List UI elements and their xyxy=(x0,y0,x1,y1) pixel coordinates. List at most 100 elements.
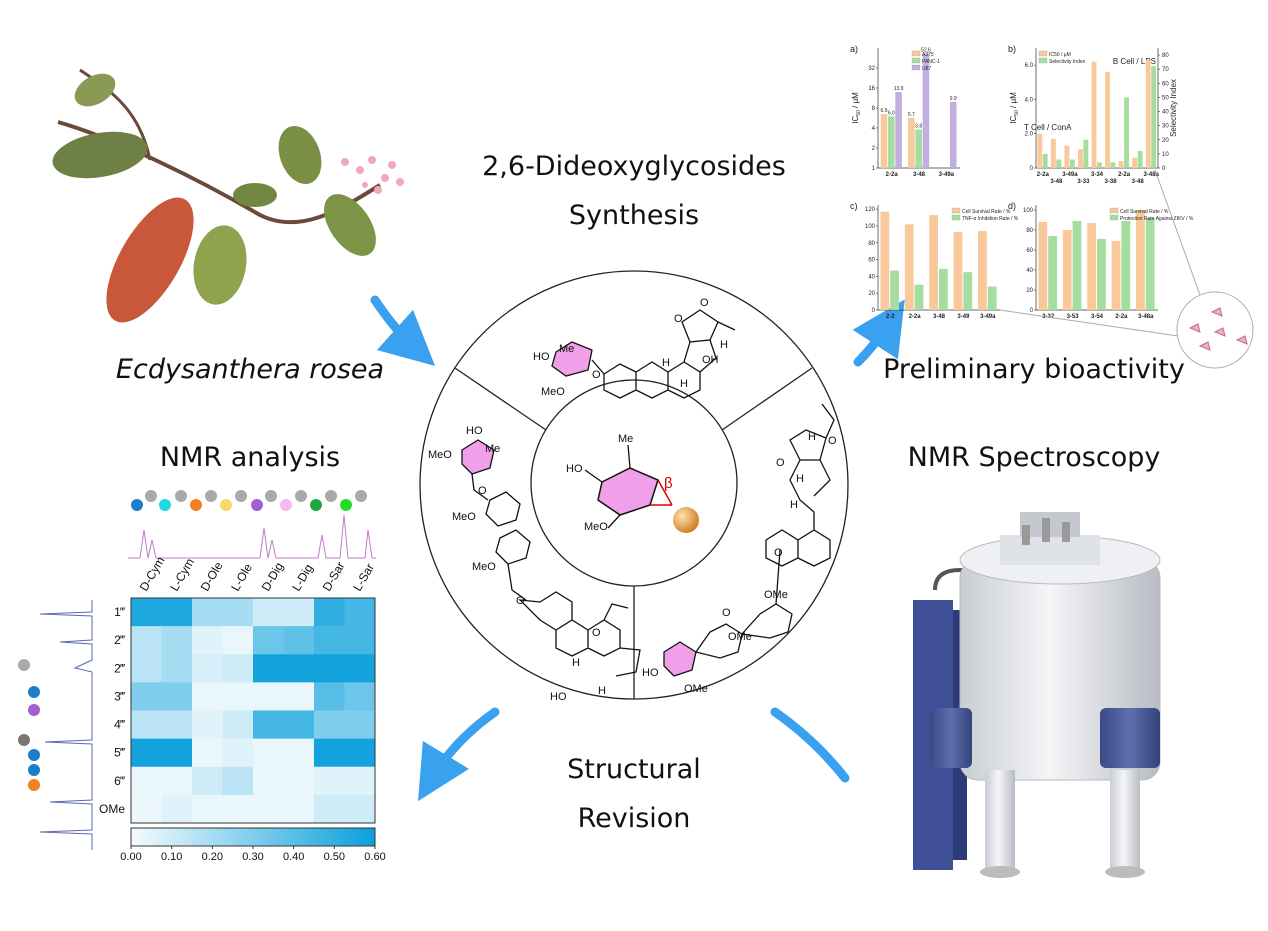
column-label: D-Dig xyxy=(259,560,286,594)
atom-label: MeO xyxy=(584,521,608,533)
heatmap-cell xyxy=(253,682,284,711)
colorbar-step xyxy=(273,828,278,846)
heatmap-cell xyxy=(344,654,376,683)
atom-label: O xyxy=(516,595,525,607)
atom-label: OMe xyxy=(764,589,788,601)
row-label: OMe xyxy=(99,802,125,816)
heatmap-cell xyxy=(161,654,193,683)
legend-swatch xyxy=(911,57,921,64)
colorbar-step xyxy=(224,828,230,846)
x-tick-label: 3-54 xyxy=(1091,314,1104,320)
y2-tick-label: 70 xyxy=(1162,67,1169,73)
colorbar-step xyxy=(370,828,376,846)
heatmap-cell xyxy=(314,738,345,768)
bar xyxy=(1048,236,1057,310)
bar xyxy=(1083,139,1089,168)
colorbar-step xyxy=(253,828,258,846)
y-tick-label: 8 xyxy=(872,106,876,112)
colorbar-step xyxy=(167,828,173,846)
colorbar-step xyxy=(334,828,339,846)
annotation: T Cell / ConA xyxy=(1024,123,1072,132)
colorbar-step xyxy=(358,828,364,846)
bar xyxy=(1124,97,1129,168)
legend-swatch xyxy=(1109,214,1119,221)
colorbar-step xyxy=(277,828,282,846)
bar xyxy=(880,113,888,168)
heatmap-cell xyxy=(192,598,223,627)
colorbar-step xyxy=(232,828,238,846)
x-tick-label: 2-2a xyxy=(886,172,899,178)
colorbar-step xyxy=(314,828,319,846)
heatmap-cell xyxy=(192,794,223,824)
colorbar-step xyxy=(244,828,250,846)
heatmap-frame xyxy=(130,597,376,824)
row-label: 2‴ xyxy=(114,633,126,647)
heatmap-cell xyxy=(222,626,254,655)
value-label: 5.7 xyxy=(908,112,915,118)
colorbar-step xyxy=(131,828,136,846)
bar xyxy=(1145,218,1155,310)
bar xyxy=(1097,239,1106,310)
colorbar-step xyxy=(155,828,160,846)
atom-label: Me xyxy=(618,433,633,445)
x-tick-label: 3-49a xyxy=(1062,172,1078,178)
heatmap-cell xyxy=(131,738,162,768)
heatmap-cell xyxy=(283,626,315,655)
bar xyxy=(1105,72,1111,168)
colorbar-step xyxy=(175,828,181,846)
bar xyxy=(978,231,987,310)
glycan-symbols xyxy=(18,490,376,850)
atom-label: O xyxy=(722,607,731,619)
colorbar-label: 0.50 xyxy=(324,851,345,863)
colorbar-step xyxy=(366,828,372,846)
x-tick-label: 3-48 xyxy=(1050,179,1063,185)
heatmap-cell xyxy=(344,738,376,768)
colorbar-step xyxy=(236,828,242,846)
bar xyxy=(1064,145,1070,168)
y-tick-label: 0 xyxy=(1030,308,1034,314)
bar xyxy=(1151,66,1157,168)
colorbar-step xyxy=(293,828,299,846)
bar xyxy=(1056,159,1062,168)
column-label: L-Ole xyxy=(228,561,255,594)
bar xyxy=(1069,159,1075,168)
cells-inset xyxy=(999,169,1254,369)
flow-arrows xyxy=(370,295,905,802)
colorbar-step xyxy=(216,828,221,846)
row-label: 3‴ xyxy=(114,689,126,703)
atom-label: MeO xyxy=(428,449,452,461)
heatmap-cell xyxy=(344,626,376,655)
plant-illustration xyxy=(52,68,404,323)
heatmap-cell xyxy=(161,682,193,711)
atom-label: H xyxy=(662,357,670,369)
y-tick-label: 0 xyxy=(1030,166,1034,172)
bar xyxy=(953,231,963,310)
plant-name: Ecdysanthera rosea xyxy=(116,354,384,385)
atom-label: MeO xyxy=(472,561,496,573)
heatmap-cell xyxy=(222,598,254,627)
atom-label: O xyxy=(478,485,487,497)
colorbar-label: 0.40 xyxy=(283,851,304,863)
heatmap-cell xyxy=(344,794,376,824)
bioactivity-title: Preliminary bioactivity xyxy=(883,354,1185,385)
colorbar-step xyxy=(192,828,197,846)
colorbar-step xyxy=(220,828,226,846)
heatmap-cell xyxy=(283,794,315,824)
y-tick-label: 6.0 xyxy=(1025,63,1034,69)
column-label: D-Sar xyxy=(320,559,348,593)
bar xyxy=(1111,241,1121,310)
colorbar-step xyxy=(159,828,165,846)
colorbar-label: 0.00 xyxy=(120,851,141,863)
bar xyxy=(1145,60,1151,168)
heatmap-cell xyxy=(283,598,315,627)
label-part: IC xyxy=(1009,116,1018,124)
label-part: / μM xyxy=(851,92,860,110)
nmr-analysis-title: NMR analysis xyxy=(160,442,340,473)
legend-label: TNF-α Inhibition Rate / % xyxy=(962,216,1019,222)
x-tick-label: 2-2a xyxy=(1115,314,1128,320)
x-tick-label: 2-2 xyxy=(886,314,895,320)
bar xyxy=(1110,162,1116,168)
annotation: B Cell / LPS xyxy=(1113,57,1156,66)
